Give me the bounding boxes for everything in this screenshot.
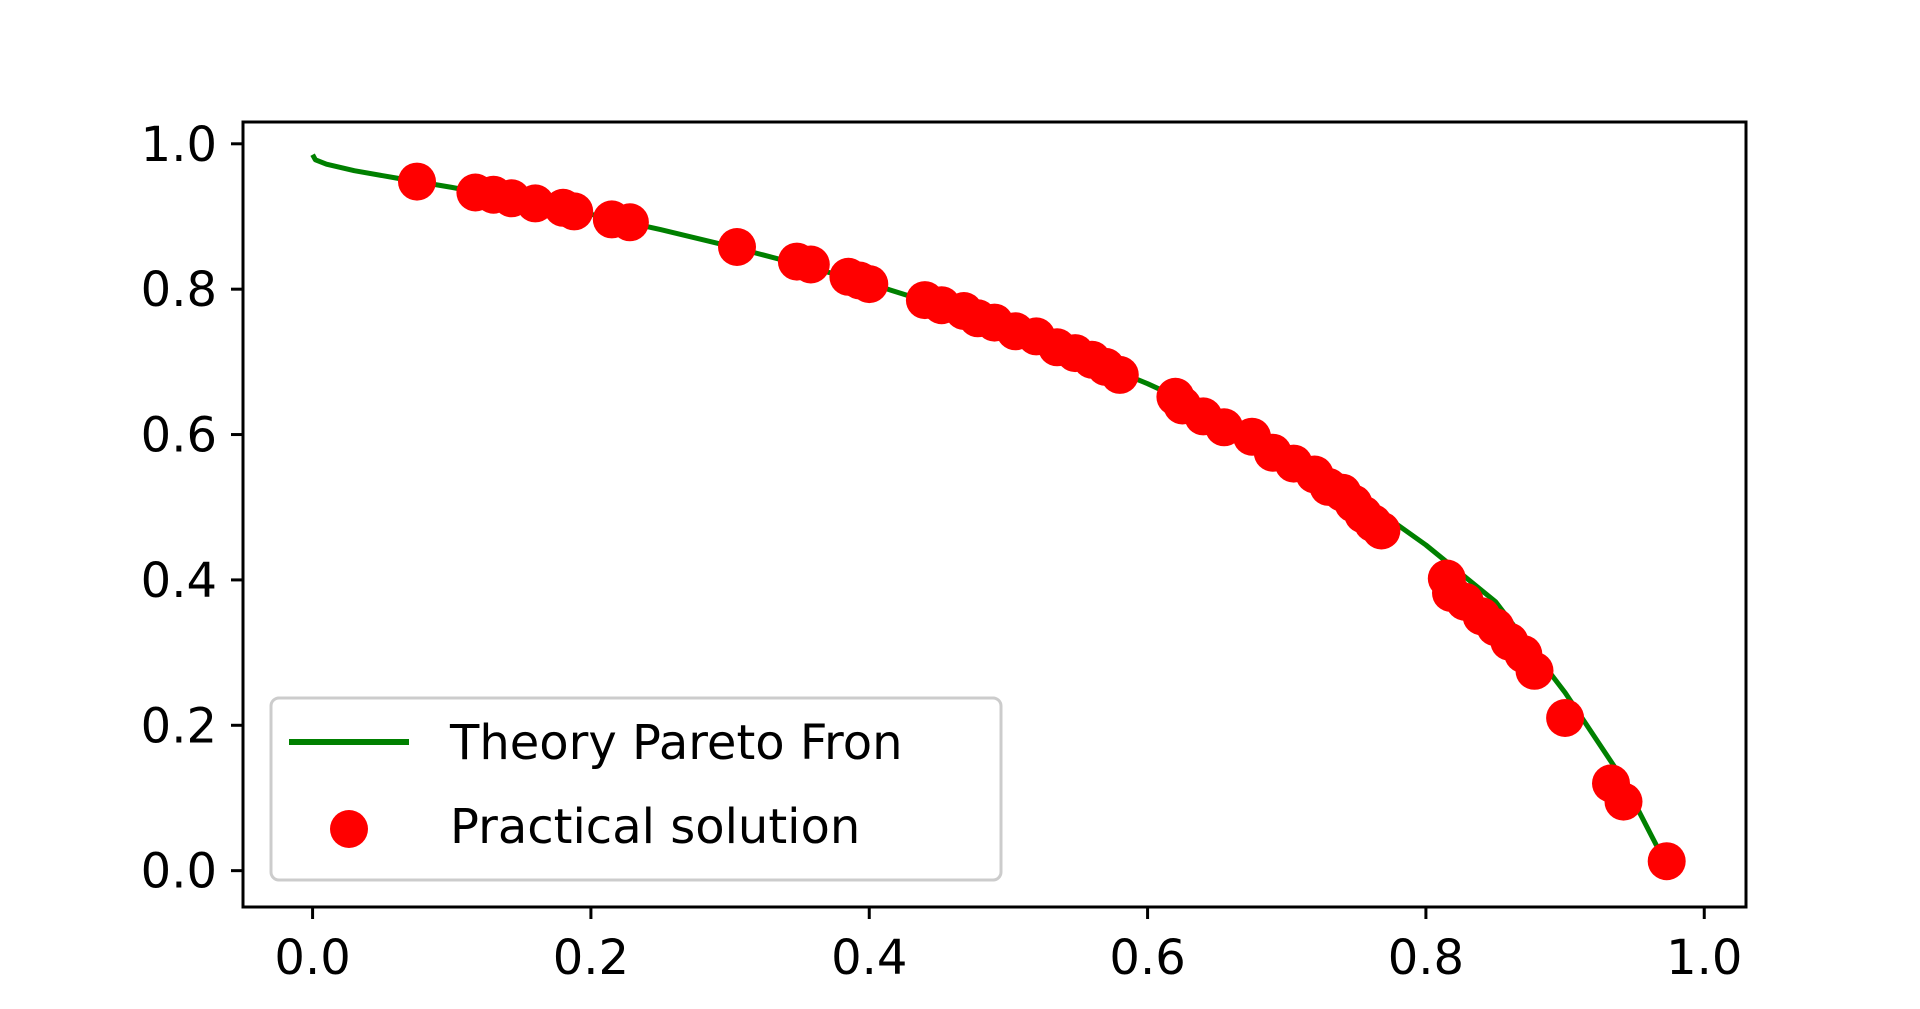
x-tick-label: 1.0	[1666, 930, 1742, 986]
y-tick-label: 0.0	[141, 844, 217, 900]
theory-pareto-line	[310, 153, 1672, 872]
legend-box	[269, 696, 1003, 882]
practical-solution-point	[1546, 699, 1585, 737]
practical-solution-point	[1604, 782, 1643, 821]
practical-solution-point	[398, 162, 436, 201]
x-axis: 0.0 0.2 0.4 0.6 0.8 1.0	[274, 907, 1742, 986]
y-tick-label: 0.8	[141, 262, 217, 318]
y-tick-label: 1.0	[141, 117, 217, 173]
practical-solution-point	[1100, 355, 1139, 394]
x-tick-label: 0.6	[1109, 930, 1185, 986]
x-tick-label: 0.0	[274, 930, 350, 986]
x-tick-label: 0.4	[831, 930, 907, 986]
practical-solution-point	[555, 192, 594, 231]
plot-area	[310, 153, 1686, 881]
x-tick-label: 0.2	[553, 930, 629, 986]
practical-solution-point	[1515, 651, 1554, 690]
y-tick-label: 0.6	[141, 408, 217, 464]
legend-label-practical: Practical solution	[450, 799, 860, 855]
practical-solution-point	[1362, 511, 1401, 550]
practical-solution-point	[791, 245, 830, 284]
axes-frame	[241, 120, 1748, 909]
practical-solution-point	[1647, 842, 1686, 881]
x-tick-label: 0.8	[1388, 930, 1464, 986]
y-tick-label: 0.2	[141, 698, 217, 754]
legend-marker-swatch	[330, 810, 368, 848]
legend-label-theory: Theory Pareto Fron	[449, 715, 902, 771]
y-axis: 0.0 0.2 0.4 0.6 0.8 1.0	[141, 117, 243, 900]
practical-solution-point	[610, 203, 649, 242]
legend: Theory Pareto Fron Practical solution	[269, 696, 1003, 882]
y-tick-label: 0.4	[141, 553, 217, 609]
practical-solution-point	[850, 265, 889, 304]
practical-solution-point	[718, 228, 756, 266]
